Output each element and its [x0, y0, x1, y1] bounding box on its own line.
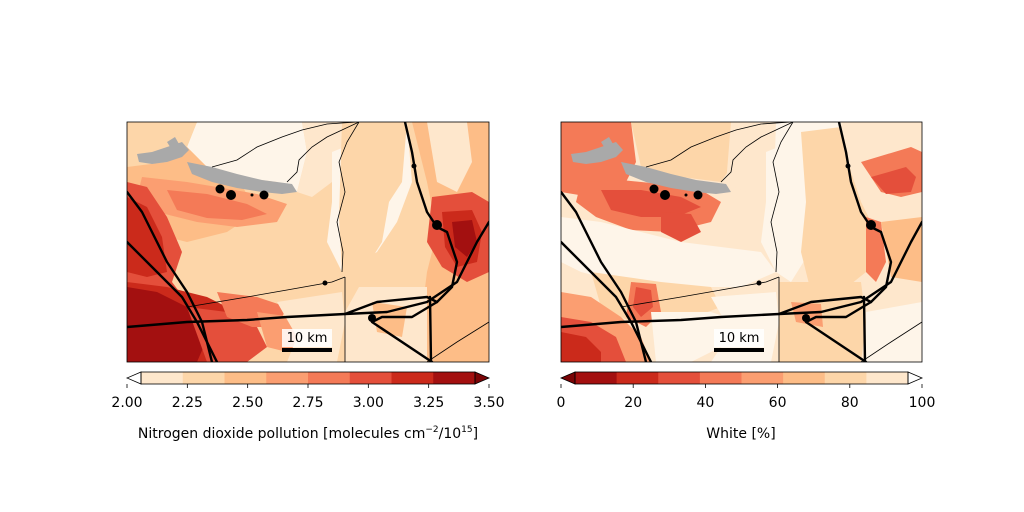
- white-colorbar-swatch: [575, 372, 618, 384]
- no2-water-body: [137, 137, 297, 194]
- no2-colorbar-label: Nitrogen dioxide pollution [molecules cm…: [138, 425, 478, 442]
- no2-colorbar-swatch: [308, 372, 351, 384]
- no2-colorbar-tick-label: 3.50: [473, 395, 504, 411]
- white-colorbar-swatch: [824, 372, 867, 384]
- white-colorbar-swatch: [658, 372, 701, 384]
- white-city-marker: [845, 163, 851, 169]
- white-colorbar-extend-low: [559, 371, 576, 385]
- no2-colorbar-swatch: [224, 372, 267, 384]
- white-colorbar-tick-label: 20: [624, 395, 642, 411]
- white-water-body: [571, 137, 731, 194]
- white-city-marker: [802, 314, 810, 322]
- no2-colorbar-swatch: [433, 372, 476, 384]
- no2-map-frame: [126, 121, 490, 363]
- no2-boundaries: [186, 122, 489, 362]
- no2-city-marker: [259, 190, 269, 200]
- no2-city-marker: [368, 314, 376, 322]
- white-colorbar-swatch: [699, 372, 742, 384]
- white-map-panel: 10 km: [560, 121, 923, 363]
- white-city-marker: [756, 280, 762, 286]
- no2-scale-bar: 10 km: [282, 329, 332, 352]
- no2-city-marker: [226, 190, 236, 200]
- white-colorbar-tick-label: 80: [841, 395, 859, 411]
- white-colorbar-tick-label: 0: [557, 395, 566, 411]
- no2-colorbar: 2.00 2.25 2.50 2.75 3.00 3.25 3.50 Nitrogen di…: [111, 371, 505, 442]
- white-boundaries: [620, 122, 922, 362]
- no2-colorbar-tick-label: 3.25: [413, 395, 444, 411]
- white-colorbar-tick-label: 40: [696, 395, 714, 411]
- white-city-marker: [693, 190, 703, 200]
- no2-colorbar-tick-label: 2.25: [172, 395, 203, 411]
- white-colorbar-swatches: [575, 372, 909, 384]
- white-colorbar-swatch: [866, 372, 909, 384]
- white-colorbar: 0 20 40 60 80 100 White [%]: [557, 371, 936, 442]
- no2-colorbar-tick-label: 3.00: [353, 395, 384, 411]
- white-city-marker: [649, 184, 659, 194]
- no2-city-marker: [322, 280, 328, 286]
- no2-city-marker: [250, 193, 254, 197]
- no2-colorbar-extend-high: [474, 371, 491, 385]
- white-colorbar-tick-label: 60: [769, 395, 787, 411]
- no2-colorbar-tick-label: 2.75: [292, 395, 323, 411]
- no2-colorbar-swatch: [266, 372, 309, 384]
- white-city-marker: [866, 220, 876, 230]
- no2-map-panel: 10 km: [126, 121, 490, 363]
- no2-colorbar-swatches: [141, 372, 476, 384]
- no2-colorbar-extend-low: [125, 371, 142, 385]
- no2-city-marker: [215, 184, 225, 194]
- no2-colorbar-swatch: [182, 372, 225, 384]
- white-colorbar-extend-high: [907, 371, 924, 385]
- white-map-fill: [561, 122, 922, 362]
- no2-city-marker: [411, 163, 417, 169]
- white-city-marker: [660, 190, 670, 200]
- no2-map-fill: [127, 122, 489, 362]
- white-colorbar-swatch: [616, 372, 659, 384]
- no2-colorbar-swatch: [349, 372, 392, 384]
- no2-cities: [215, 163, 442, 322]
- white-map-frame: [560, 121, 923, 363]
- no2-city-marker: [432, 220, 442, 230]
- white-colorbar-swatch: [741, 372, 784, 384]
- white-colorbar-tick-label: 100: [909, 395, 936, 411]
- no2-colorbar-swatch: [391, 372, 434, 384]
- no2-colorbar-tick-label: 2.50: [232, 395, 263, 411]
- no2-scale-label: 10 km: [287, 331, 328, 346]
- white-scale-bar: 10 km: [714, 329, 764, 352]
- white-cities: [649, 163, 876, 322]
- no2-colorbar-swatch: [141, 372, 184, 384]
- no2-colorbar-tick-label: 2.00: [111, 395, 142, 411]
- white-colorbar-ticks: 0 20 40 60 80 100: [557, 384, 936, 411]
- white-city-marker: [684, 193, 688, 197]
- white-colorbar-label: White [%]: [706, 426, 775, 442]
- no2-colorbar-ticks: 2.00 2.25 2.50 2.75 3.00 3.25 3.50: [111, 384, 505, 411]
- white-scale-label: 10 km: [719, 331, 760, 346]
- white-colorbar-swatch: [783, 372, 826, 384]
